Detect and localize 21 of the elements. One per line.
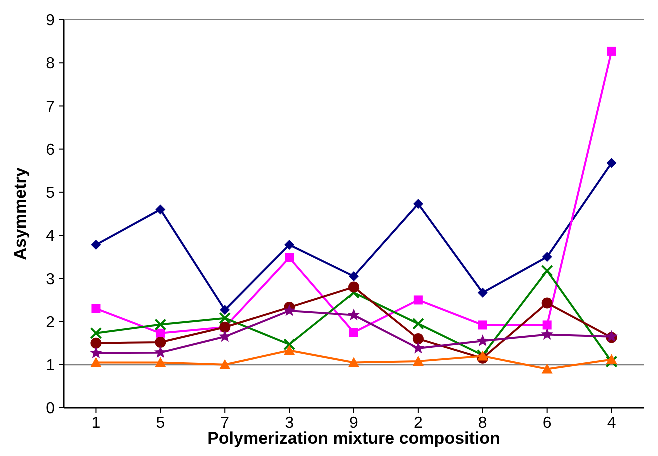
y-tick-label: 2 [46, 314, 56, 332]
x-tick-label: 3 [285, 415, 294, 432]
x-tick-label: 5 [156, 415, 166, 432]
y-axis-title: Asymmetry [11, 167, 30, 260]
x-tick-label: 4 [607, 415, 616, 432]
x-axis-title: Polymerization mixture composition [208, 429, 500, 448]
y-tick-label: 3 [46, 271, 56, 288]
y-tick-label: 8 [46, 56, 56, 73]
y-tick-label: 4 [46, 228, 56, 246]
x-tick-label: 1 [92, 415, 101, 432]
x-tick-label: 8 [478, 415, 488, 432]
x-tick-label: 2 [414, 415, 423, 432]
y-tick-label: 6 [46, 142, 56, 159]
x-tick-label: 7 [220, 415, 230, 432]
y-tick-label: 1 [46, 357, 56, 374]
y-tick-label: 0 [46, 400, 56, 418]
y-tick-label: 7 [46, 98, 56, 116]
x-tick-label: 6 [542, 415, 552, 432]
y-tick-label: 9 [46, 12, 56, 30]
x-tick-label: 9 [350, 415, 359, 432]
y-tick-label: 5 [46, 185, 56, 202]
